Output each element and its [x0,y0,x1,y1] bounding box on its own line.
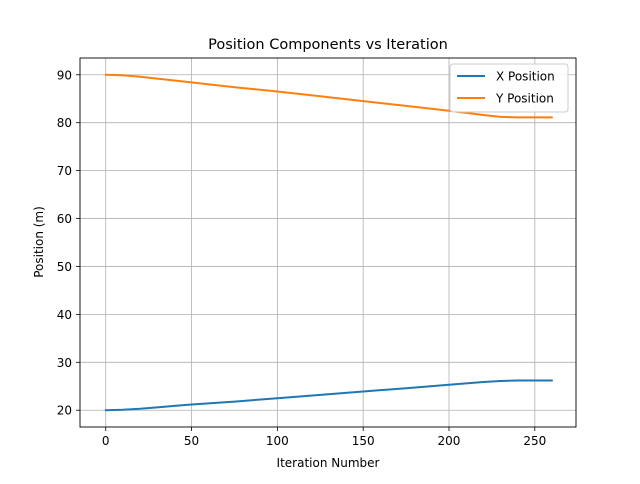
y-axis-label: Position (m) [32,206,46,278]
x-tick-label: 150 [352,434,375,448]
chart-title: Position Components vs Iteration [208,37,448,53]
y-tick-label: 70 [57,164,72,178]
y-axis-ticks: 20 30 40 50 60 70 80 90 [57,68,80,418]
x-axis-label: Iteration Number [277,456,380,470]
x-tick-label: 200 [438,434,461,448]
series-line-y-position [104,73,553,119]
x-tick-label: 100 [266,434,289,448]
x-tick-label: 0 [102,434,110,448]
legend-label-x-position: X Position [496,70,555,84]
y-tick-label: 50 [57,260,72,274]
series-lines [104,73,553,412]
plot-area-frame [79,57,577,428]
legend-label-y-position: Y Position [495,92,554,106]
grid-lines [80,58,576,427]
series-line-x-position [104,379,553,412]
x-tick-label: 50 [184,434,199,448]
y-tick-label: 80 [57,116,72,130]
y-tick-label: 40 [57,308,72,322]
y-tick-label: 90 [57,68,72,82]
x-axis-ticks: 0 50 100 150 200 250 [102,427,546,448]
y-tick-label: 60 [57,212,72,226]
x-tick-label: 250 [523,434,546,448]
y-tick-label: 20 [57,404,72,418]
legend: X Position Y Position [449,63,569,113]
y-tick-label: 30 [57,356,72,370]
